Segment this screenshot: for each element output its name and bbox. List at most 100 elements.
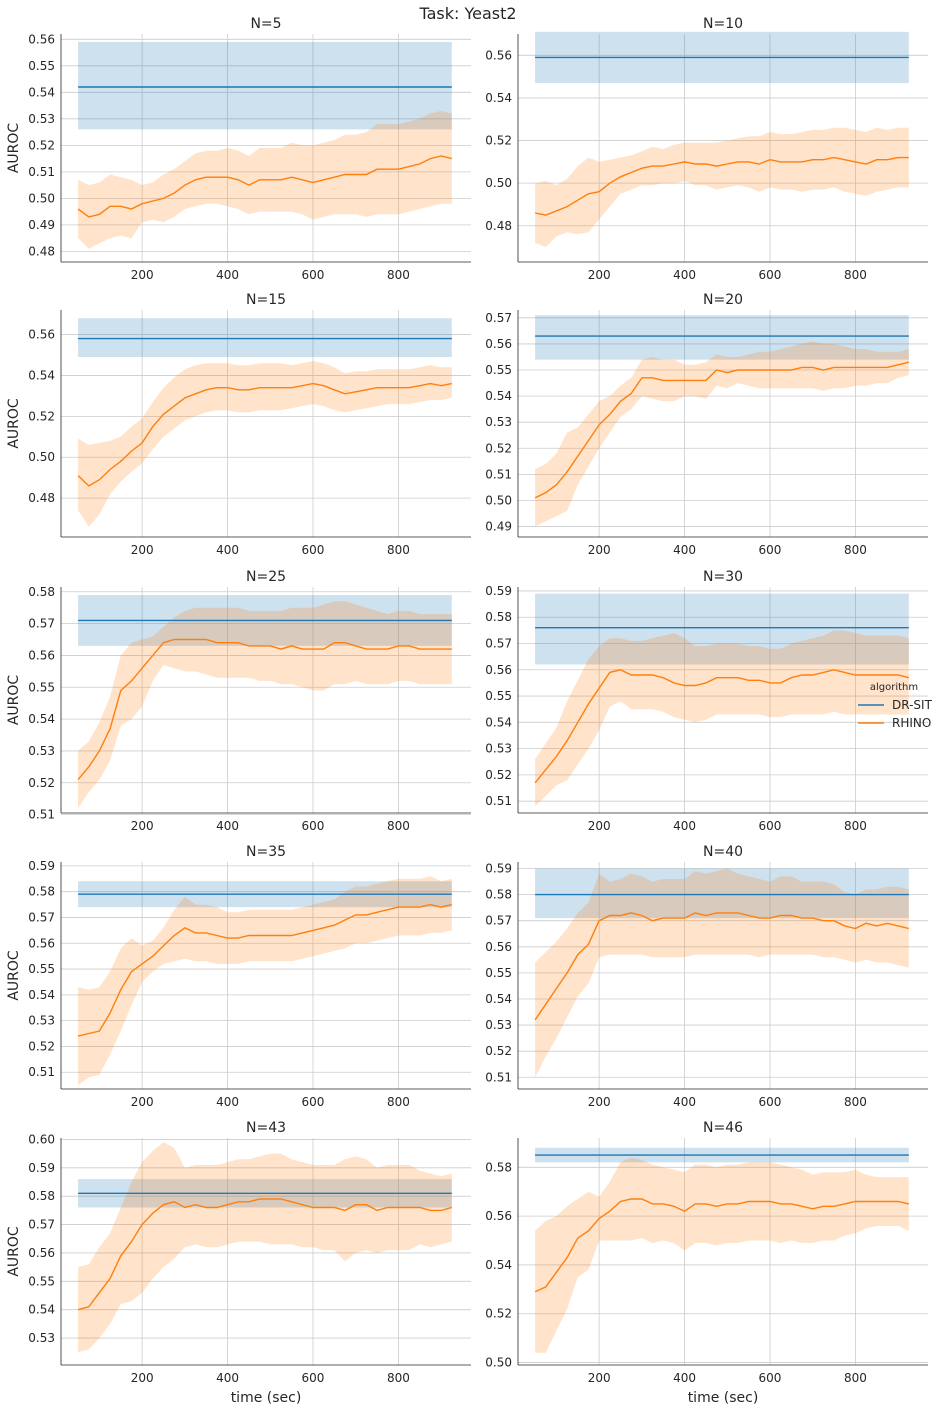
gridlines — [61, 34, 471, 262]
y-tick-label: 0.57 — [485, 311, 512, 325]
y-tick-label: 0.59 — [485, 584, 512, 598]
y-tick-label: 0.56 — [485, 940, 512, 954]
y-tick-label: 0.53 — [28, 1014, 55, 1028]
y-tick-label: 0.51 — [485, 1070, 512, 1084]
panel-n20: 200 400 600 800 0.49 0.50 0.51 0.52 0.53 0.54 0.55… — [485, 292, 928, 557]
x-tick-label: 600 — [759, 543, 782, 557]
y-tick-label: 0.60 — [28, 1132, 55, 1146]
y-tick-label: 0.52 — [485, 441, 512, 455]
x-tick-label: 800 — [844, 543, 867, 557]
figure-title: Task: Yeast2 — [418, 4, 516, 23]
y-tick-label: 0.49 — [485, 520, 512, 534]
panel-title: N=43 — [246, 1120, 286, 1136]
y-tick-label: 0.59 — [28, 1161, 55, 1175]
y-axis-label: AUROC — [6, 123, 22, 174]
rhino-series-line — [534, 912, 909, 1021]
x-tick-label: 800 — [387, 1095, 410, 1109]
y-tick-label: 0.58 — [28, 585, 55, 599]
panel-n25: 200 400 600 800 0.51 0.52 0.53 0.54 0.55 0.56 0.57… — [6, 569, 471, 833]
y-tick-label: 0.54 — [28, 712, 55, 726]
y-tick-label: 0.57 — [28, 910, 55, 924]
y-tick-label: 0.54 — [28, 1303, 55, 1317]
gridlines — [61, 862, 471, 1089]
panel-title: N=20 — [703, 292, 743, 308]
y-tick-label: 0.52 — [485, 768, 512, 782]
y-tick-label: 0.55 — [485, 363, 512, 377]
x-tick-label: 400 — [216, 1371, 239, 1385]
x-tick-label: 400 — [216, 543, 239, 557]
x-tick-label: 200 — [131, 543, 154, 557]
y-tick-label: 0.52 — [485, 134, 512, 148]
legend-title: algorithm — [870, 682, 918, 693]
rhino-confidence-band — [78, 876, 452, 1086]
panel-n35: 200 400 600 800 0.51 0.52 0.53 0.54 0.55 0.56 0.57… — [6, 844, 471, 1109]
y-tick-label: 0.53 — [28, 744, 55, 758]
x-tick-label: 800 — [844, 1095, 867, 1109]
dr-sit-confidence-band — [78, 42, 452, 130]
y-tick-label: 0.49 — [28, 218, 55, 232]
panel-title: N=30 — [703, 569, 743, 585]
rhino-confidence-band — [535, 1157, 909, 1353]
x-tick-label: 400 — [673, 1371, 696, 1385]
y-tick-label: 0.50 — [485, 493, 512, 507]
gridlines — [61, 1138, 471, 1365]
x-tick-label: 800 — [844, 1371, 867, 1385]
x-tick-label: 600 — [759, 819, 782, 833]
y-tick-label: 0.57 — [28, 617, 55, 631]
y-tick-label: 0.58 — [485, 610, 512, 624]
x-tick-label: 600 — [302, 1095, 325, 1109]
rhino-confidence-band — [78, 1142, 452, 1353]
x-tick-label: 200 — [588, 819, 611, 833]
rhino-confidence-band — [535, 127, 909, 248]
y-tick-label: 0.51 — [28, 165, 55, 179]
y-tick-label: 0.53 — [28, 1331, 55, 1345]
dr-sit-confidence-band — [535, 868, 909, 919]
panels: 200 400 600 800 0.48 0.49 0.50 0.51 0.52 0.53 0.54… — [6, 16, 928, 1406]
panel-n30: 200 400 600 800 0.51 0.52 0.53 0.54 0.55 0.56 0.57… — [485, 569, 928, 833]
gridlines — [518, 1138, 928, 1365]
y-tick-label: 0.54 — [28, 368, 55, 382]
y-tick-label: 0.51 — [28, 808, 55, 822]
y-tick-label: 0.56 — [28, 936, 55, 950]
y-tick-label: 0.50 — [28, 450, 55, 464]
y-tick-label: 0.58 — [485, 1160, 512, 1174]
panel-title: N=40 — [703, 844, 743, 860]
panel-title: N=10 — [703, 16, 743, 32]
x-tick-label: 400 — [673, 1095, 696, 1109]
y-tick-label: 0.58 — [28, 885, 55, 899]
y-axis-label: AUROC — [6, 1226, 22, 1277]
y-tick-label: 0.57 — [485, 637, 512, 651]
y-tick-label: 0.56 — [485, 337, 512, 351]
gridlines — [518, 310, 928, 537]
y-tick-label: 0.57 — [485, 914, 512, 928]
y-tick-label: 0.48 — [28, 491, 55, 505]
panel-title: N=46 — [703, 1120, 743, 1136]
y-tick-label: 0.55 — [28, 680, 55, 694]
y-tick-label: 0.58 — [28, 1189, 55, 1203]
y-tick-label: 0.56 — [485, 663, 512, 677]
dr-sit-confidence-band — [535, 315, 909, 360]
y-tick-label: 0.59 — [28, 859, 55, 873]
x-tick-label: 800 — [387, 268, 410, 282]
x-tick-label: 400 — [673, 543, 696, 557]
x-tick-label: 400 — [673, 819, 696, 833]
rhino-confidence-band — [78, 361, 452, 527]
x-tick-label: 200 — [131, 268, 154, 282]
x-tick-label: 600 — [759, 1371, 782, 1385]
rhino-confidence-band — [78, 601, 452, 809]
y-tick-label: 0.54 — [485, 389, 512, 403]
y-tick-label: 0.55 — [28, 59, 55, 73]
y-tick-label: 0.56 — [485, 1209, 512, 1223]
y-tick-label: 0.53 — [485, 1018, 512, 1032]
legend-label-rhino: RHINO — [892, 716, 931, 730]
panel-n46: 200 400 600 800 0.50 0.52 0.54 0.56 0.58 N=46 time… — [485, 1120, 928, 1406]
y-tick-label: 0.52 — [28, 776, 55, 790]
y-tick-label: 0.56 — [28, 648, 55, 662]
x-tick-label: 200 — [588, 1371, 611, 1385]
y-tick-label: 0.54 — [485, 992, 512, 1006]
y-tick-label: 0.50 — [485, 176, 512, 190]
x-tick-label: 200 — [131, 1371, 154, 1385]
panel-n43: 200 400 600 800 0.53 0.54 0.55 0.56 0.57 0.58 0.59… — [6, 1120, 471, 1406]
x-axis-label: time (sec) — [231, 1390, 302, 1406]
